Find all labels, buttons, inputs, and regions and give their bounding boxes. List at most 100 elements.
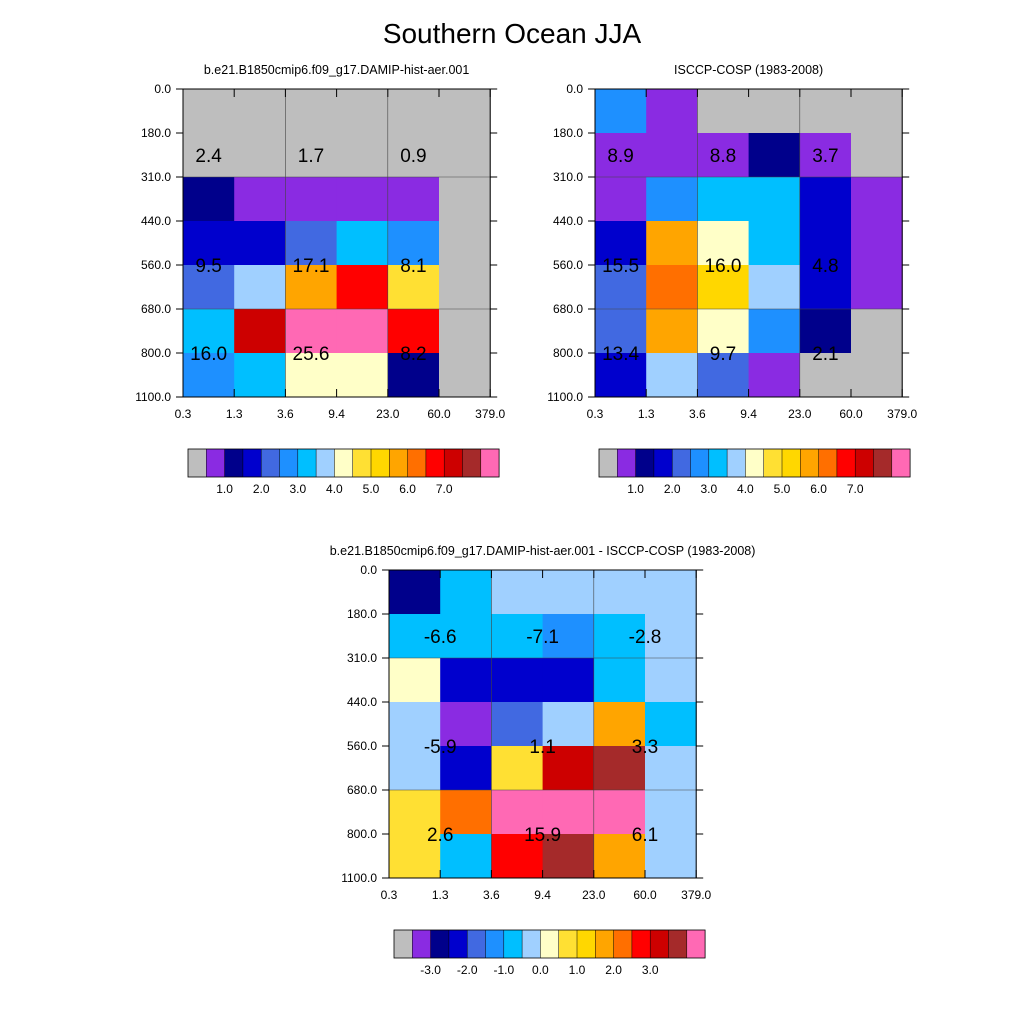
x-tick-label: 1.3 (226, 407, 243, 421)
colorbar-label: 3.0 (289, 482, 306, 496)
x-tick-label: 9.4 (328, 407, 345, 421)
colorbar-swatch (668, 930, 688, 958)
heatmap-cell (336, 309, 389, 354)
heatmap-cell (387, 133, 440, 178)
heatmap-cell (336, 133, 389, 178)
cell-value-label: 3.3 (632, 737, 658, 758)
colorbar-frame (598, 448, 911, 478)
colorbar-swatch (352, 449, 372, 477)
heatmap-cell (183, 89, 235, 134)
colorbar-swatch (188, 449, 207, 477)
heatmap-cell (440, 614, 492, 659)
cell-value-label: 15.5 (602, 256, 639, 277)
heatmap-cell (799, 221, 852, 266)
heatmap-cell (748, 221, 801, 266)
cell-value-label: 13.4 (602, 344, 639, 365)
x-tick-label: 379.0 (887, 407, 917, 421)
cell-value-label: 6.1 (632, 825, 658, 846)
colorbar-swatch (800, 449, 819, 477)
heatmap-cell (387, 265, 440, 310)
heatmap-cell (285, 221, 338, 266)
heatmap-cell (389, 746, 441, 791)
x-tick-label: 60.0 (427, 407, 451, 421)
heatmap-cell (285, 309, 338, 354)
y-tick-label: 1100.0 (547, 390, 583, 404)
cell-value-label: 3.7 (812, 146, 838, 167)
heatmap-cell (697, 309, 750, 354)
colorbar-label: 6.0 (810, 482, 827, 496)
y-tick-label: 1100.0 (135, 390, 171, 404)
y-tick-label: 680.0 (141, 302, 171, 316)
heatmap-cell (697, 265, 750, 310)
y-tick-label: 440.0 (347, 695, 377, 709)
heatmap-cell (595, 89, 647, 134)
heatmap-cell (234, 133, 286, 178)
x-tick-label: 0.3 (175, 407, 192, 421)
colorbar-swatch (412, 930, 431, 958)
heatmap-cell (697, 221, 750, 266)
heatmap-cell (389, 834, 441, 879)
colorbar-swatch (444, 449, 463, 477)
y-tick-label: 440.0 (141, 214, 171, 228)
heatmap-cell (542, 658, 595, 703)
heatmap-cell (439, 177, 491, 222)
colorbar-label: 7.0 (436, 482, 453, 496)
cell-value-label: 16.0 (190, 344, 227, 365)
heatmap-cell (336, 353, 389, 398)
heatmap-cell (336, 89, 389, 134)
y-tick-label: 180.0 (347, 607, 377, 621)
heatmap-cell (387, 221, 440, 266)
colorbar-swatch (334, 449, 354, 477)
colorbar-swatch (599, 449, 618, 477)
x-tick-label: 23.0 (376, 407, 400, 421)
heatmap-cell (799, 89, 852, 134)
heatmap-cell (697, 177, 750, 222)
heatmap-cell (542, 570, 595, 615)
panel-title: ISCCP-COSP (1983-2008) (674, 63, 823, 77)
heatmap-cell (183, 265, 235, 310)
colorbar-swatch (316, 449, 335, 477)
heatmap-cell (491, 834, 544, 879)
colorbar-label: 2.0 (664, 482, 681, 496)
heatmap-cell (440, 702, 492, 747)
heatmap-cell (234, 353, 286, 398)
heatmap-cell (646, 221, 698, 266)
heatmap-cell (593, 702, 646, 747)
x-tick-label: 9.4 (534, 888, 551, 902)
colorbar-swatch (763, 449, 783, 477)
cell-value-label: 8.8 (710, 146, 736, 167)
y-tick-label: 560.0 (141, 258, 171, 272)
heatmap-cell (542, 746, 595, 791)
heatmap-cell (748, 89, 801, 134)
heatmap-cell (387, 177, 440, 222)
colorbar-swatch (480, 449, 500, 477)
heatmap-cell (491, 658, 544, 703)
heatmap-cell (183, 221, 235, 266)
cell-value-label: 2.1 (812, 344, 838, 365)
colorbar-swatch (279, 449, 299, 477)
heatmap-cell (389, 658, 441, 703)
colorbar-swatch (558, 930, 578, 958)
heatmap-cell (748, 353, 801, 398)
colorbar-label: 4.0 (326, 482, 343, 496)
x-tick-label: 60.0 (839, 407, 863, 421)
colorbar-swatch (672, 449, 691, 477)
cell-value-label: 0.9 (400, 146, 426, 167)
heatmap-cell (440, 658, 492, 703)
colorbar: -3.0 -2.0 -1.0 0.0 1.0 2.0 3.0 (393, 929, 706, 977)
colorbar-swatch (224, 449, 244, 477)
cell-value-label: 9.5 (195, 256, 221, 277)
heatmap-cell (439, 309, 491, 354)
cell-value-label: 1.7 (298, 146, 324, 167)
y-tick-label: 180.0 (141, 126, 171, 140)
x-tick-label: 23.0 (788, 407, 812, 421)
heatmap-cell (234, 265, 286, 310)
colorbar-swatch (708, 449, 728, 477)
heatmap-cell (645, 702, 697, 747)
colorbar-frame (187, 448, 500, 478)
heatmap-cell (748, 177, 801, 222)
heatmap-cell (851, 177, 903, 222)
colorbar-label: -2.0 (457, 963, 478, 977)
colorbar-label: 2.0 (605, 963, 622, 977)
